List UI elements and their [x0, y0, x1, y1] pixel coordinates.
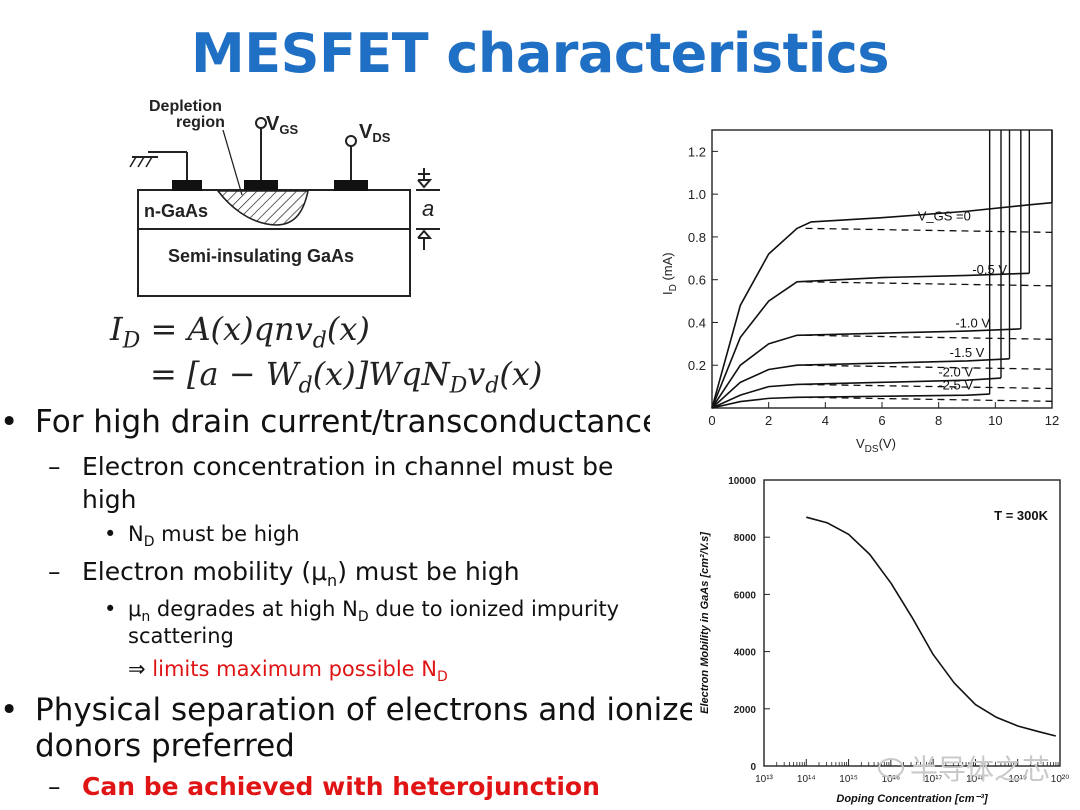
- y-tick-label: 0: [750, 762, 756, 773]
- y-tick-label: 0.2: [688, 358, 706, 373]
- x-tick-label: 10: [988, 413, 1002, 428]
- series-label: -2.0 V: [938, 364, 973, 379]
- mobility-chart: 10¹³ 10¹⁴ 10¹⁵ 10¹⁶ 10¹⁷ 10¹⁸ 10¹⁹ 10²⁰ 0 2000 400…: [692, 468, 1072, 808]
- iv-curve: [711, 393, 990, 409]
- wechat-icon: [878, 758, 904, 778]
- saturation-dashed-line: [805, 396, 1053, 402]
- series-label: -1.5 V: [950, 345, 985, 360]
- bullet-1a-cont: high: [82, 485, 137, 514]
- ground-symbol: [129, 151, 188, 180]
- saturation-dashed-line: [805, 334, 1053, 340]
- depletion-region: [216, 190, 309, 226]
- y-tick-label: 10000: [728, 476, 756, 487]
- depletion-label-1: Depletion: [149, 98, 222, 115]
- saturation-dashed-line: [805, 281, 1053, 287]
- bullet-2: • Physical separation of electrons and io…: [0, 692, 718, 728]
- x-tick-label: 4: [822, 413, 829, 428]
- x-tick-label: 0: [708, 413, 715, 428]
- mob-ylabel: Electron Mobility in GaAs [cm²/V.s]: [699, 532, 711, 714]
- depletion-label-2: region: [176, 114, 225, 131]
- mob-xlabel: Doping Concentration [cm⁻³]: [836, 793, 988, 805]
- bullet-2-cont: donors preferred: [35, 728, 295, 764]
- y-tick-label: 1.0: [688, 187, 706, 202]
- x-tick-label: 8: [935, 413, 942, 428]
- iv-xlabel: VDS(V): [856, 436, 896, 455]
- equation-line-2: = [a − Wd(x)]WqNDvd(x): [150, 355, 543, 399]
- iv-curve: [711, 272, 1030, 409]
- x-tick-label: 10¹⁶: [882, 774, 901, 785]
- slide-title: MESFET characteristics: [190, 22, 890, 85]
- mob-plot-frame: [763, 479, 1061, 767]
- x-tick-label: 6: [878, 413, 885, 428]
- bullet-1b-i: • μn degrades at high ND due to ionized i…: [104, 597, 620, 626]
- x-tick-label: 10¹⁷: [924, 774, 942, 785]
- series-label: V_GS =0: [918, 208, 971, 223]
- vds-terminal: [345, 135, 357, 147]
- substrate-label: Semi-insulating GaAs: [168, 246, 354, 266]
- vgs-sub: GS: [279, 122, 298, 137]
- svg-text:VGS: VGS: [266, 113, 298, 137]
- x-tick-label: 10¹⁸: [966, 774, 985, 785]
- mobility-curve: [806, 516, 1056, 737]
- series-label: -2.5 V: [938, 377, 973, 392]
- x-tick-label: 10¹⁹: [1008, 774, 1027, 785]
- iv-curve: [711, 328, 1021, 409]
- vds-sub: DS: [372, 130, 390, 145]
- watermark: 半导体之芯: [878, 748, 1058, 788]
- x-tick-label: 10¹⁵: [839, 774, 858, 785]
- mesfet-cross-section-diagram: Depletion region VGS VDS n-GaAs Semi-ins…: [129, 98, 440, 297]
- iv-ylabel: ID (mA): [660, 252, 679, 295]
- saturation-dashed-line: [805, 364, 1053, 370]
- gate-contact: [244, 180, 278, 191]
- vgs-label: V: [266, 113, 280, 135]
- bullet-1a: – Electron concentration in channel must …: [48, 452, 614, 481]
- y-tick-label: 4000: [734, 648, 757, 659]
- drain-contact: [334, 180, 368, 191]
- series-label: -1.0 V: [955, 315, 990, 330]
- y-tick-label: 1.2: [688, 144, 706, 159]
- iv-curve: [711, 358, 1010, 409]
- y-tick-label: 0.4: [688, 315, 706, 330]
- bullet-1: • For high drain current/transconductance: [0, 404, 662, 440]
- iv-characteristics-chart: 0 2 4 6 8 10 120.20.40.60.81.01.2 V_GS =0-0.5 …: [650, 112, 1070, 462]
- x-tick-label: 2: [765, 413, 772, 428]
- mob-chart-title: T = 300K: [994, 508, 1048, 523]
- x-tick-label: 12: [1045, 413, 1059, 428]
- y-tick-label: 0.8: [688, 230, 706, 245]
- y-tick-label: 6000: [734, 590, 757, 601]
- y-tick-label: 0.6: [688, 273, 706, 288]
- x-tick-label: 10²⁰: [1051, 774, 1069, 785]
- bullet-1b: – Electron mobility (μn) must be high: [48, 557, 520, 590]
- y-tick-label: 8000: [734, 533, 757, 544]
- svg-text:VDS: VDS: [359, 121, 391, 145]
- iv-curve: [711, 201, 1053, 409]
- saturation-dashed-line: [805, 383, 1053, 390]
- y-tick-label: 2000: [734, 705, 757, 716]
- thickness-label: a: [422, 196, 434, 221]
- source-contact: [172, 180, 202, 191]
- implies-line: ⇒ limits maximum possible ND: [128, 657, 448, 686]
- saturation-dashed-line: [805, 227, 1053, 234]
- vgs-terminal: [255, 117, 267, 129]
- bullet-1b-i-cont: scattering: [128, 624, 234, 648]
- x-tick-label: 10¹⁴: [797, 774, 816, 785]
- iv-curve: [711, 377, 1002, 409]
- channel-label: n-GaAs: [144, 201, 208, 221]
- bullet-2a: – Can be achieved with heterojunction: [48, 772, 600, 801]
- equation-line-1: ID = A(x)qnvd(x): [110, 310, 370, 354]
- bullet-1a-i: • ND must be high: [104, 522, 300, 551]
- thickness-arrows: [416, 168, 440, 250]
- vds-label: V: [359, 121, 373, 143]
- x-tick-label: 10¹³: [755, 774, 773, 785]
